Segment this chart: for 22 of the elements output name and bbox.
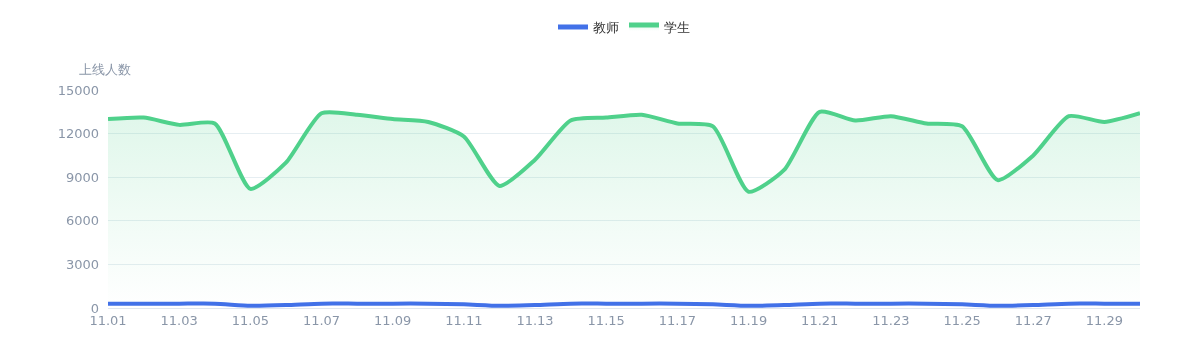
y-axis-title: 上线人数 [79, 62, 131, 77]
y-tick-label: 3000 [65, 256, 99, 272]
x-tick-label: 11.19 [729, 312, 768, 328]
legend-label: 学生 [664, 20, 690, 36]
x-tick-label: 11.21 [801, 312, 839, 328]
x-tick-label: 11.25 [943, 312, 981, 328]
x-tick-label: 11.13 [516, 312, 554, 328]
x-tick-label: 11.15 [587, 312, 625, 328]
x-tick-label: 11.11 [445, 312, 483, 328]
x-tick-label: 11.03 [160, 312, 198, 328]
x-tick-label: 11.09 [374, 312, 412, 328]
y-tick-label: 6000 [65, 213, 99, 229]
y-tick-label: 12000 [57, 126, 99, 142]
x-tick-label: 11.29 [1085, 312, 1124, 328]
legend-label: 教师 [593, 20, 619, 36]
x-tick-label: 11.23 [872, 312, 910, 328]
y-tick-label: 9000 [65, 169, 99, 185]
y-tick-label: 15000 [57, 82, 99, 98]
x-tick-label: 11.27 [1014, 312, 1052, 328]
x-tick-label: 11.07 [302, 312, 341, 328]
x-tick-label: 11.17 [658, 312, 696, 328]
x-tick-label: 11.05 [231, 312, 269, 328]
